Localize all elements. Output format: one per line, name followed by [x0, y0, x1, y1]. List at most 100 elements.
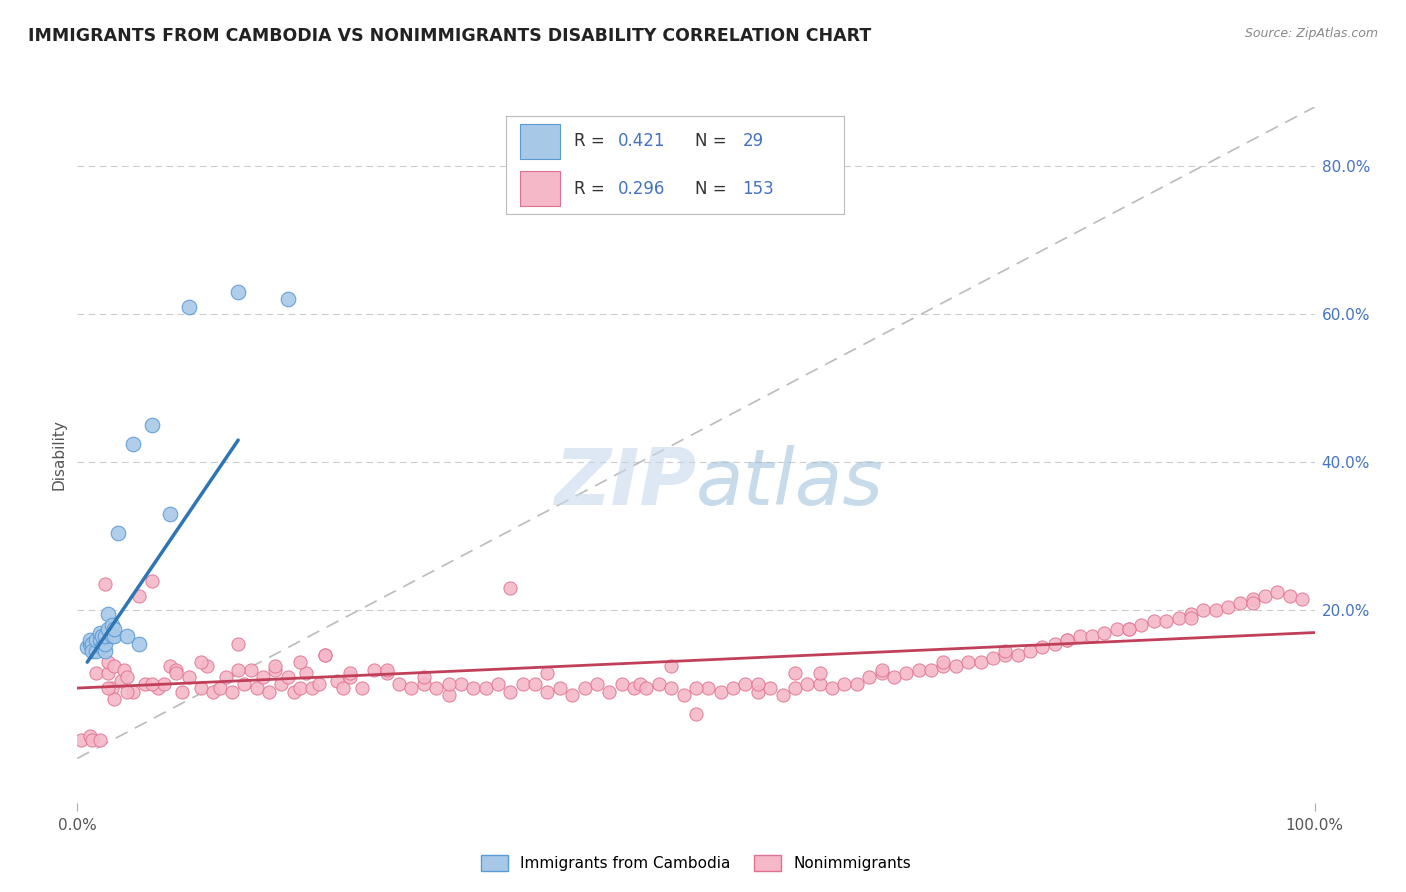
Point: [747, 685, 769, 699]
Point: [202, 685, 225, 699]
Point: [623, 681, 645, 695]
Point: [1192, 603, 1215, 617]
Point: [103, 629, 125, 643]
Point: [1241, 596, 1264, 610]
Point: [339, 670, 361, 684]
Point: [437, 677, 460, 691]
Point: [165, 666, 187, 681]
Text: 153: 153: [742, 179, 775, 197]
Point: [858, 670, 880, 684]
Point: [97, 622, 120, 636]
Point: [301, 681, 323, 695]
Point: [672, 689, 695, 703]
Y-axis label: Disability: Disability: [51, 419, 66, 491]
Point: [1278, 589, 1301, 603]
Point: [783, 666, 806, 681]
Text: 0.421: 0.421: [617, 133, 665, 151]
Point: [97, 681, 120, 695]
Point: [586, 677, 609, 691]
Point: [412, 670, 434, 684]
Point: [969, 655, 991, 669]
Point: [97, 655, 120, 669]
Point: [107, 525, 129, 540]
Point: [375, 663, 398, 677]
Point: [141, 418, 163, 433]
Point: [474, 681, 496, 695]
Point: [945, 658, 967, 673]
Point: [172, 685, 194, 699]
Point: [697, 681, 720, 695]
Point: [226, 663, 249, 677]
Point: [659, 658, 682, 673]
Point: [437, 689, 460, 703]
Point: [91, 629, 114, 643]
Point: [288, 655, 311, 669]
Point: [907, 663, 929, 677]
Point: [363, 663, 385, 677]
Text: 0.296: 0.296: [617, 179, 665, 197]
Point: [93, 644, 115, 658]
Point: [981, 651, 1004, 665]
Point: [110, 673, 132, 688]
Point: [159, 507, 181, 521]
Point: [89, 625, 111, 640]
Point: [1180, 611, 1202, 625]
Point: [524, 677, 547, 691]
Point: [1118, 622, 1140, 636]
Point: [177, 670, 200, 684]
Point: [277, 293, 299, 307]
Point: [1267, 585, 1289, 599]
Point: [134, 677, 156, 691]
Point: [270, 677, 292, 691]
Point: [82, 637, 104, 651]
Text: N =: N =: [695, 179, 727, 197]
Point: [141, 677, 163, 691]
Point: [1056, 632, 1078, 647]
Point: [1180, 607, 1202, 621]
Point: [215, 670, 238, 684]
Point: [1254, 589, 1277, 603]
Point: [101, 618, 124, 632]
Point: [128, 589, 150, 603]
Point: [1229, 596, 1251, 610]
Point: [97, 666, 120, 681]
Point: [425, 681, 447, 695]
Point: [883, 670, 905, 684]
Point: [1130, 618, 1153, 632]
Text: atlas: atlas: [696, 445, 884, 521]
Point: [221, 685, 243, 699]
Point: [146, 681, 169, 695]
Point: [721, 681, 744, 695]
Text: R =: R =: [574, 179, 605, 197]
Point: [89, 732, 111, 747]
Bar: [520, 124, 560, 159]
Point: [1043, 637, 1066, 651]
Point: [308, 677, 330, 691]
Point: [1154, 615, 1177, 629]
Point: [1092, 625, 1115, 640]
Point: [141, 574, 163, 588]
Point: [84, 644, 107, 658]
Point: [896, 666, 918, 681]
Point: [93, 629, 115, 643]
Point: [1105, 622, 1128, 636]
Point: [783, 681, 806, 695]
Point: [103, 692, 125, 706]
Point: [239, 663, 262, 677]
Bar: [520, 171, 560, 206]
Point: [122, 685, 145, 699]
Point: [1291, 592, 1313, 607]
Point: [314, 648, 336, 662]
Point: [685, 706, 707, 721]
Point: [177, 300, 200, 314]
Point: [1056, 632, 1078, 647]
Point: [252, 670, 274, 684]
Point: [70, 732, 93, 747]
Point: [659, 681, 682, 695]
Point: [1241, 592, 1264, 607]
Point: [375, 666, 398, 681]
Legend: Immigrants from Cambodia, Nonimmigrants: Immigrants from Cambodia, Nonimmigrants: [472, 847, 920, 879]
Point: [536, 685, 558, 699]
Point: [957, 655, 980, 669]
Point: [598, 685, 620, 699]
